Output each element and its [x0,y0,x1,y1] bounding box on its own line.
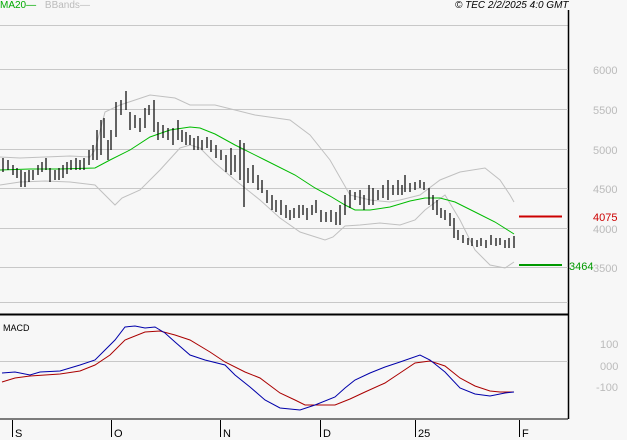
resistance-label: 4075 [593,212,617,224]
price-label-3500: 3500 [593,263,617,275]
price-label-5000: 5000 [593,145,617,157]
price-label-5500: 5500 [593,105,617,117]
macd-label-0: 000 [600,361,618,373]
legend-bbands: BBands [44,0,80,11]
legend-ma20: MA20 [0,0,27,11]
ma20-line [0,126,515,235]
price-bars [2,91,515,248]
macd-signal-line [1,330,514,406]
x-label-2025: 25 [418,428,430,440]
price-gridlines [0,69,568,303]
price-label-6000: 6000 [593,65,617,77]
legend-bbands-swatch: — [79,0,90,11]
x-label-dec: D [323,428,331,440]
x-label-oct: O [114,428,123,440]
legend-ma20-swatch: — [26,0,37,11]
macd-title: MACD [3,323,30,333]
x-axis-labels: S O N D 25 F [15,428,529,440]
price-label-4000: 4000 [593,224,617,236]
bband-lower [0,144,515,269]
support-label: 3464 [569,261,593,273]
macd-axis: 100 000 -100 [596,339,618,394]
price-label-4500: 4500 [593,184,617,196]
x-label-feb: F [522,428,529,440]
price-axis: 6000 5500 5000 4500 4000 3500 [593,65,617,275]
bband-upper [0,94,515,203]
macd-label-neg100: -100 [596,382,618,394]
x-label-sep: S [15,428,22,440]
x-axis-ticks [12,420,520,437]
x-label-nov: N [223,428,231,440]
macd-label-100: 100 [600,339,618,351]
chart-legend: MA20— BBands— [0,0,90,12]
copyright-timestamp: © TEC 2/2/2025 4:0 GMT [455,0,569,11]
macd-line [1,325,515,411]
